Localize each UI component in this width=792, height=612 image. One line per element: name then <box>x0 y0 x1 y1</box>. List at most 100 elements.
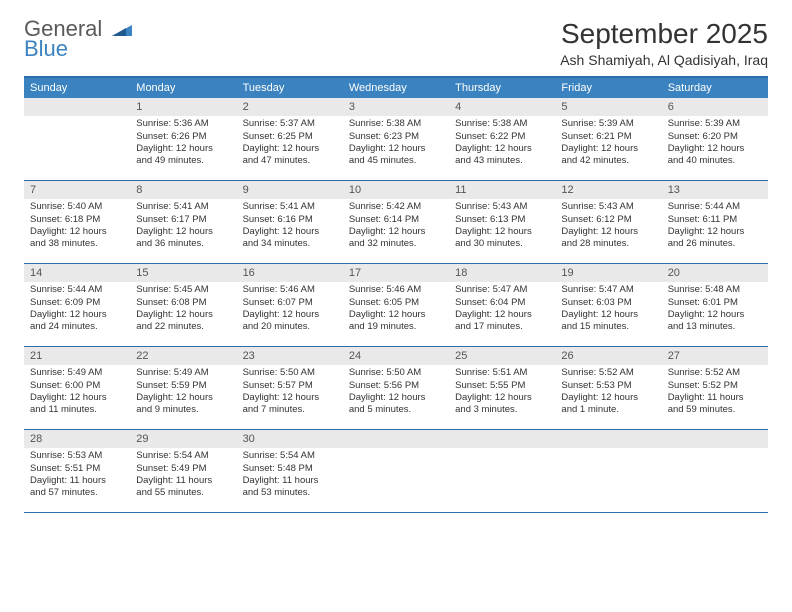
day-info: Sunrise: 5:41 AMSunset: 6:16 PMDaylight:… <box>237 201 343 250</box>
calendar-day: 12Sunrise: 5:43 AMSunset: 6:12 PMDayligh… <box>555 181 661 263</box>
sunrise-text: Sunrise: 5:38 AM <box>349 118 443 130</box>
day-number: 20 <box>662 264 768 282</box>
calendar-day: 27Sunrise: 5:52 AMSunset: 5:52 PMDayligh… <box>662 347 768 429</box>
sunset-text: Sunset: 5:56 PM <box>349 380 443 392</box>
day-info: Sunrise: 5:54 AMSunset: 5:49 PMDaylight:… <box>130 450 236 499</box>
day-info: Sunrise: 5:54 AMSunset: 5:48 PMDaylight:… <box>237 450 343 499</box>
weeks-container: 1 Sunrise: 5:36 AMSunset: 6:26 PMDaylight… <box>24 98 768 513</box>
calendar-page: General Blue September 2025 Ash Shamiyah… <box>0 0 792 531</box>
day-number: 23 <box>237 347 343 365</box>
sunrise-text: Sunrise: 5:53 AM <box>30 450 124 462</box>
day-of-week-header: Sunday Monday Tuesday Wednesday Thursday… <box>24 78 768 98</box>
sunset-text: Sunset: 6:12 PM <box>561 214 655 226</box>
calendar-day: 3Sunrise: 5:38 AMSunset: 6:23 PMDaylight… <box>343 98 449 180</box>
sunrise-text: Sunrise: 5:44 AM <box>30 284 124 296</box>
daylight-text: Daylight: 12 hours and 15 minutes. <box>561 309 655 334</box>
calendar-day: 25Sunrise: 5:51 AMSunset: 5:55 PMDayligh… <box>449 347 555 429</box>
sunset-text: Sunset: 5:53 PM <box>561 380 655 392</box>
brand-word-2: Blue <box>24 38 132 60</box>
sunrise-text: Sunrise: 5:41 AM <box>243 201 337 213</box>
day-info: Sunrise: 5:36 AMSunset: 6:26 PMDaylight:… <box>130 118 236 167</box>
day-info: Sunrise: 5:37 AMSunset: 6:25 PMDaylight:… <box>237 118 343 167</box>
calendar-day: 14Sunrise: 5:44 AMSunset: 6:09 PMDayligh… <box>24 264 130 346</box>
day-number: 1 <box>130 98 236 116</box>
calendar-day: 4 Sunrise: 5:38 AMSunset: 6:22 PMDaylight… <box>449 98 555 180</box>
dow-thursday: Thursday <box>449 78 555 98</box>
day-number <box>343 430 449 448</box>
sunrise-text: Sunrise: 5:49 AM <box>30 367 124 379</box>
calendar-day: 22Sunrise: 5:49 AMSunset: 5:59 PMDayligh… <box>130 347 236 429</box>
calendar-day: 5Sunrise: 5:39 AMSunset: 6:21 PMDaylight… <box>555 98 661 180</box>
day-info: Sunrise: 5:53 AMSunset: 5:51 PMDaylight:… <box>24 450 130 499</box>
calendar-day: 8Sunrise: 5:41 AMSunset: 6:17 PMDaylight… <box>130 181 236 263</box>
day-info: Sunrise: 5:49 AMSunset: 6:00 PMDaylight:… <box>24 367 130 416</box>
calendar-day: 1 Sunrise: 5:36 AMSunset: 6:26 PMDaylight… <box>130 98 236 180</box>
dow-wednesday: Wednesday <box>343 78 449 98</box>
day-number: 2 <box>237 98 343 116</box>
sunrise-text: Sunrise: 5:41 AM <box>136 201 230 213</box>
dow-tuesday: Tuesday <box>237 78 343 98</box>
sunset-text: Sunset: 6:11 PM <box>668 214 762 226</box>
day-info: Sunrise: 5:47 AMSunset: 6:03 PMDaylight:… <box>555 284 661 333</box>
month-title: September 2025 <box>560 18 768 50</box>
sunset-text: Sunset: 6:25 PM <box>243 131 337 143</box>
sunrise-text: Sunrise: 5:39 AM <box>561 118 655 130</box>
day-info: Sunrise: 5:46 AMSunset: 6:05 PMDaylight:… <box>343 284 449 333</box>
day-number: 21 <box>24 347 130 365</box>
sunset-text: Sunset: 6:18 PM <box>30 214 124 226</box>
day-number: 26 <box>555 347 661 365</box>
day-info: Sunrise: 5:38 AMSunset: 6:22 PMDaylight:… <box>449 118 555 167</box>
day-info: Sunrise: 5:42 AMSunset: 6:14 PMDaylight:… <box>343 201 449 250</box>
daylight-text: Daylight: 12 hours and 17 minutes. <box>455 309 549 334</box>
day-number: 4 <box>449 98 555 116</box>
calendar-day <box>449 430 555 512</box>
sunrise-text: Sunrise: 5:39 AM <box>668 118 762 130</box>
daylight-text: Daylight: 12 hours and 5 minutes. <box>349 392 443 417</box>
day-number: 11 <box>449 181 555 199</box>
sunrise-text: Sunrise: 5:54 AM <box>136 450 230 462</box>
sunset-text: Sunset: 6:08 PM <box>136 297 230 309</box>
dow-friday: Friday <box>555 78 661 98</box>
day-number: 30 <box>237 430 343 448</box>
day-number: 5 <box>555 98 661 116</box>
calendar-day <box>662 430 768 512</box>
sunrise-text: Sunrise: 5:51 AM <box>455 367 549 379</box>
daylight-text: Daylight: 12 hours and 34 minutes. <box>243 226 337 251</box>
sunrise-text: Sunrise: 5:48 AM <box>668 284 762 296</box>
calendar-day: 16Sunrise: 5:46 AMSunset: 6:07 PMDayligh… <box>237 264 343 346</box>
sunset-text: Sunset: 6:23 PM <box>349 131 443 143</box>
sunrise-text: Sunrise: 5:40 AM <box>30 201 124 213</box>
logo-triangle-icon <box>112 18 132 40</box>
sunrise-text: Sunrise: 5:45 AM <box>136 284 230 296</box>
calendar-day: 7Sunrise: 5:40 AMSunset: 6:18 PMDaylight… <box>24 181 130 263</box>
calendar-grid: Sunday Monday Tuesday Wednesday Thursday… <box>24 76 768 513</box>
day-number: 18 <box>449 264 555 282</box>
sunrise-text: Sunrise: 5:50 AM <box>349 367 443 379</box>
calendar-day <box>24 98 130 180</box>
day-number: 17 <box>343 264 449 282</box>
sunset-text: Sunset: 6:00 PM <box>30 380 124 392</box>
daylight-text: Daylight: 12 hours and 19 minutes. <box>349 309 443 334</box>
calendar-day: 20Sunrise: 5:48 AMSunset: 6:01 PMDayligh… <box>662 264 768 346</box>
daylight-text: Daylight: 12 hours and 26 minutes. <box>668 226 762 251</box>
day-info: Sunrise: 5:49 AMSunset: 5:59 PMDaylight:… <box>130 367 236 416</box>
sunrise-text: Sunrise: 5:52 AM <box>668 367 762 379</box>
calendar-day: 24Sunrise: 5:50 AMSunset: 5:56 PMDayligh… <box>343 347 449 429</box>
daylight-text: Daylight: 11 hours and 59 minutes. <box>668 392 762 417</box>
sunset-text: Sunset: 6:03 PM <box>561 297 655 309</box>
daylight-text: Daylight: 12 hours and 36 minutes. <box>136 226 230 251</box>
day-number: 6 <box>662 98 768 116</box>
sunrise-text: Sunrise: 5:54 AM <box>243 450 337 462</box>
calendar-day: 13Sunrise: 5:44 AMSunset: 6:11 PMDayligh… <box>662 181 768 263</box>
day-number: 9 <box>237 181 343 199</box>
day-info: Sunrise: 5:52 AMSunset: 5:52 PMDaylight:… <box>662 367 768 416</box>
calendar-day: 10Sunrise: 5:42 AMSunset: 6:14 PMDayligh… <box>343 181 449 263</box>
calendar-day: 21 Sunrise: 5:49 AMSunset: 6:00 PMDayligh… <box>24 347 130 429</box>
day-number: 15 <box>130 264 236 282</box>
calendar-day: 2 Sunrise: 5:37 AMSunset: 6:25 PMDaylight… <box>237 98 343 180</box>
sunset-text: Sunset: 5:55 PM <box>455 380 549 392</box>
daylight-text: Daylight: 12 hours and 38 minutes. <box>30 226 124 251</box>
calendar-day: 11Sunrise: 5:43 AMSunset: 6:13 PMDayligh… <box>449 181 555 263</box>
day-info: Sunrise: 5:44 AMSunset: 6:11 PMDaylight:… <box>662 201 768 250</box>
sunset-text: Sunset: 6:09 PM <box>30 297 124 309</box>
